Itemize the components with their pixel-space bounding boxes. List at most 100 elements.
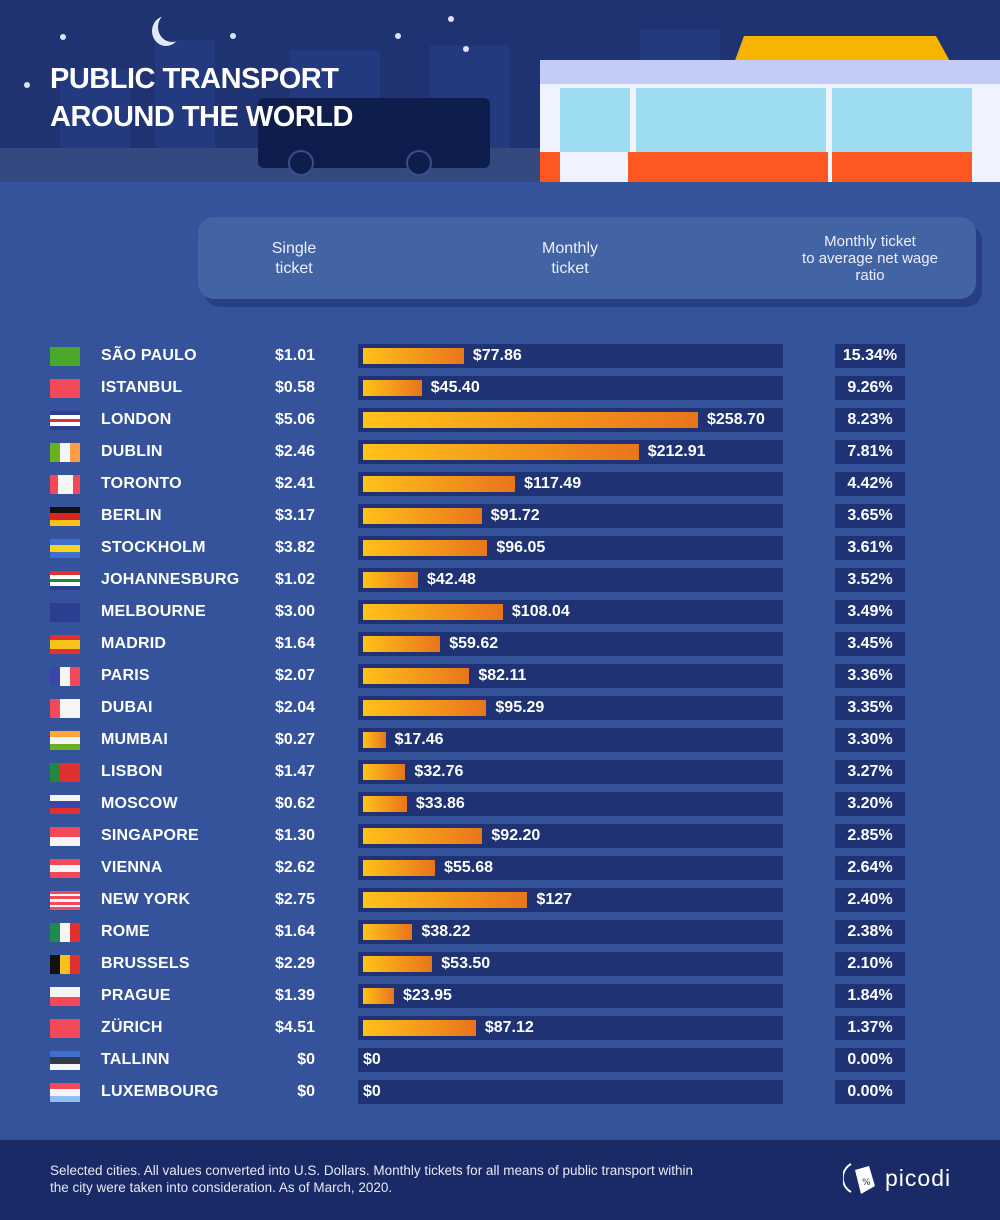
- svg-text:%: %: [862, 1178, 871, 1188]
- single-ticket-price: $0.62: [274, 795, 315, 812]
- monthly-price-label: $55.68: [444, 859, 494, 876]
- table-row: ZÜRICH $4.51 $87.12 1.37%: [0, 1012, 1000, 1044]
- wage-ratio: 3.27%: [835, 760, 905, 784]
- table-row: ISTANBUL $0.58 $45.40 9.26%: [0, 372, 1000, 404]
- flag-icon: [50, 571, 80, 590]
- header-text: Monthly: [541, 240, 599, 257]
- bar-track: $32.76: [358, 760, 783, 784]
- monthly-price-label: $96.05: [496, 539, 546, 556]
- bar-track: $91.72: [358, 504, 783, 528]
- flag-icon: [50, 539, 80, 558]
- city-name: JOHANNESBURG: [101, 571, 240, 588]
- city-name: ISTANBUL: [101, 379, 183, 396]
- single-ticket-price: $2.07: [274, 667, 315, 684]
- single-ticket-price: $1.47: [274, 763, 315, 780]
- flag-icon: [50, 955, 80, 974]
- monthly-price-label: $82.11: [478, 667, 527, 684]
- title-line-2: AROUND THE WORLD: [50, 101, 353, 133]
- monthly-bar: [363, 380, 422, 396]
- bar-track: $108.04: [358, 600, 783, 624]
- wage-ratio: 7.81%: [835, 440, 905, 464]
- monthly-price-label: $95.29: [495, 699, 545, 716]
- monthly-price-label: $38.22: [421, 923, 471, 940]
- flag-icon: [50, 379, 80, 398]
- flag-icon: [50, 795, 80, 814]
- flag-icon: [50, 411, 80, 430]
- wage-ratio: 0.00%: [835, 1048, 905, 1072]
- single-ticket-price: $2.75: [274, 891, 315, 908]
- bar-track: $55.68: [358, 856, 783, 880]
- monthly-bar: [363, 668, 470, 684]
- header-text: ratio: [855, 267, 885, 284]
- flag-icon: [50, 827, 80, 846]
- flag-icon: [50, 507, 80, 526]
- monthly-price-label: $77.86: [472, 347, 522, 364]
- table-row: JOHANNESBURG $1.02 $42.48 3.52%: [0, 564, 1000, 596]
- header-monthly: Monthly ticket: [520, 239, 620, 279]
- table-row: STOCKHOLM $3.82 $96.05 3.61%: [0, 532, 1000, 564]
- table-row: ROME $1.64 $38.22 2.38%: [0, 916, 1000, 948]
- bar-track: $23.95: [358, 984, 783, 1008]
- wage-ratio: 2.85%: [835, 824, 905, 848]
- flag-icon: [50, 475, 80, 494]
- single-ticket-price: $1.30: [274, 827, 315, 844]
- city-name: LUXEMBOURG: [101, 1083, 219, 1100]
- monthly-bar: [363, 828, 483, 844]
- bar-track: $77.86: [358, 344, 783, 368]
- table-row: PRAGUE $1.39 $23.95 1.84%: [0, 980, 1000, 1012]
- monthly-bar: [363, 892, 528, 908]
- wage-ratio: 2.38%: [835, 920, 905, 944]
- bar-track: $117.49: [358, 472, 783, 496]
- bar-track: $0: [358, 1080, 783, 1104]
- flag-icon: [50, 699, 80, 718]
- monthly-bar: [363, 956, 433, 972]
- city-name: SÃO PAULO: [101, 347, 197, 364]
- monthly-bar: [363, 412, 698, 428]
- monthly-bar: [363, 732, 386, 748]
- bar-track: $92.20: [358, 824, 783, 848]
- monthly-price-label: $59.62: [449, 635, 499, 652]
- monthly-bar: [363, 572, 418, 588]
- table-row: TALLINN $0 $0 0.00%: [0, 1044, 1000, 1076]
- monthly-bar: [363, 348, 464, 364]
- single-ticket-price: $0.58: [274, 379, 315, 396]
- flag-icon: [50, 443, 80, 462]
- monthly-price-label: $127: [536, 891, 573, 908]
- wage-ratio: 3.52%: [835, 568, 905, 592]
- flag-icon: [50, 1083, 80, 1102]
- single-ticket-price: $3.82: [274, 539, 315, 556]
- single-ticket-price: $2.46: [274, 443, 315, 460]
- table-row: MADRID $1.64 $59.62 3.45%: [0, 628, 1000, 660]
- wage-ratio: 3.20%: [835, 792, 905, 816]
- bar-track: $96.05: [358, 536, 783, 560]
- single-ticket-price: $1.64: [274, 635, 315, 652]
- city-name: ROME: [101, 923, 150, 940]
- city-name: DUBLIN: [101, 443, 163, 460]
- flag-icon: [50, 347, 80, 366]
- bar-track: $38.22: [358, 920, 783, 944]
- table-row: DUBLIN $2.46 $212.91 7.81%: [0, 436, 1000, 468]
- wage-ratio: 3.49%: [835, 600, 905, 624]
- city-name: SINGAPORE: [101, 827, 199, 844]
- city-name: DUBAI: [101, 699, 153, 716]
- city-name: TORONTO: [101, 475, 182, 492]
- bar-track: $33.86: [358, 792, 783, 816]
- city-name: PRAGUE: [101, 987, 171, 1004]
- flag-icon: [50, 987, 80, 1006]
- single-ticket-price: $1.39: [274, 987, 315, 1004]
- flag-icon: [50, 923, 80, 942]
- city-name: MADRID: [101, 635, 167, 652]
- wage-ratio: 3.30%: [835, 728, 905, 752]
- header-text: ticket: [275, 260, 313, 277]
- monthly-bar: [363, 860, 436, 876]
- wage-ratio: 3.65%: [835, 504, 905, 528]
- city-name: VIENNA: [101, 859, 163, 876]
- wage-ratio: 15.34%: [835, 344, 905, 368]
- city-name: STOCKHOLM: [101, 539, 206, 556]
- city-name: LONDON: [101, 411, 172, 428]
- monthly-price-label: $42.48: [427, 571, 476, 588]
- city-name: MOSCOW: [101, 795, 178, 812]
- bar-track: $258.70: [358, 408, 783, 432]
- monthly-bar: [363, 476, 516, 492]
- picodi-logo: % picodi: [843, 1158, 951, 1198]
